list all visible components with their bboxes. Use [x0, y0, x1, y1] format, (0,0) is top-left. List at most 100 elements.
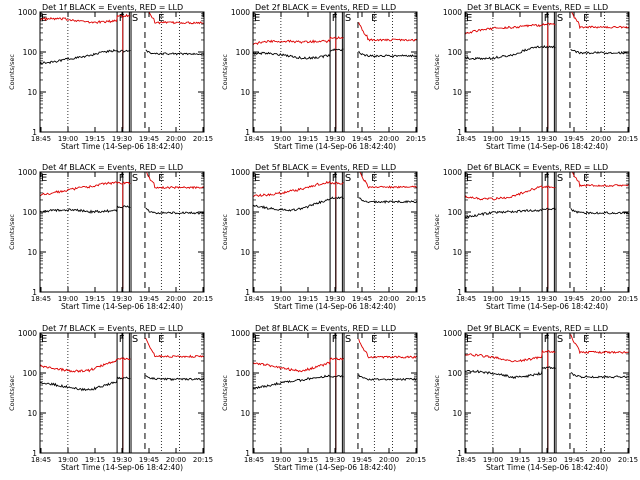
- x-tick-label: 19:45: [352, 135, 372, 143]
- y-tick-label: 1: [457, 288, 462, 297]
- x-axis-label: Start Time (14-Sep-06 18:42:40): [61, 142, 183, 151]
- x-tick-label: 19:30: [112, 135, 132, 143]
- x-tick-label: 18:45: [31, 135, 51, 143]
- events-series-line: [464, 45, 630, 129]
- x-axis-label: Start Time (14-Sep-06 18:42:40): [61, 463, 183, 472]
- region-letter-f: F: [332, 13, 338, 24]
- x-tick-label: 19:45: [139, 456, 159, 464]
- y-tick-label: 100: [448, 369, 463, 378]
- events-series-line: [252, 48, 418, 129]
- y-tick-label: 10: [452, 248, 462, 257]
- x-tick-label: 19:30: [112, 456, 132, 464]
- x-axis-label: Start Time (14-Sep-06 18:42:40): [274, 142, 396, 151]
- region-letter-s: S: [345, 334, 351, 345]
- region-letter-e-left: E: [41, 173, 47, 184]
- panel-det-5: Det 5f BLACK = Events, RED = LLD Counts/s…: [221, 163, 426, 311]
- panel-det-9: Det 9f BLACK = Events, RED = LLD Counts/s…: [433, 324, 638, 472]
- x-tick-label: 19:15: [510, 135, 530, 143]
- x-tick-label: 19:30: [537, 135, 557, 143]
- region-letter-s: S: [557, 13, 563, 24]
- plot-frame: [39, 171, 205, 293]
- region-letter-e: E: [371, 334, 377, 345]
- y-tick-label: 100: [23, 48, 38, 57]
- x-axis-label: Start Time (14-Sep-06 18:42:40): [274, 463, 396, 472]
- plot-frame: [252, 171, 418, 293]
- x-tick-label: 20:15: [406, 135, 426, 143]
- region-letter-e: E: [371, 13, 377, 24]
- region-letter-s: S: [132, 13, 138, 24]
- region-letter-f: F: [544, 13, 550, 24]
- x-tick-label: 19:15: [85, 456, 105, 464]
- x-tick-label: 20:15: [406, 295, 426, 303]
- x-tick-label: 18:45: [244, 456, 264, 464]
- events-series-line: [39, 375, 204, 450]
- panel-det-1: Det 1f BLACK = Events, RED = LLD Counts/s…: [8, 3, 213, 151]
- lld-series-line: [252, 338, 418, 450]
- y-tick-label: 10: [452, 88, 462, 97]
- x-tick-label: 19:30: [325, 135, 345, 143]
- region-letter-e-left: E: [466, 173, 472, 184]
- y-tick-label: 1: [245, 128, 250, 137]
- x-tick-label: 19:30: [537, 456, 557, 464]
- y-tick-label: 10: [240, 88, 250, 97]
- x-tick-label: 18:45: [244, 295, 264, 303]
- y-tick-label: 100: [236, 208, 251, 217]
- x-tick-label: 20:00: [591, 456, 611, 464]
- events-series-line: [252, 374, 418, 450]
- x-axis-label: Start Time (14-Sep-06 18:42:40): [61, 302, 183, 311]
- x-tick-label: 19:15: [85, 135, 105, 143]
- y-axis-label: Counts/sec: [8, 214, 16, 250]
- y-tick-label: 100: [23, 369, 38, 378]
- x-tick-label: 20:00: [166, 135, 186, 143]
- region-letter-e: E: [371, 173, 377, 184]
- y-tick-label: 100: [236, 369, 251, 378]
- region-letter-f: F: [332, 173, 338, 184]
- y-tick-label: 1000: [231, 8, 250, 17]
- panel-det-3: Det 3f BLACK = Events, RED = LLD Counts/s…: [433, 3, 638, 151]
- panel-det-6: Det 6f BLACK = Events, RED = LLD Counts/s…: [433, 163, 638, 311]
- y-axis-label: Counts/sec: [8, 54, 16, 90]
- region-letter-e: E: [158, 13, 164, 24]
- x-tick-label: 18:45: [456, 135, 476, 143]
- x-tick-label: 19:15: [510, 456, 530, 464]
- panel-det-7: Det 7f BLACK = Events, RED = LLD Counts/s…: [8, 324, 213, 472]
- x-tick-label: 19:15: [298, 456, 318, 464]
- y-tick-label: 1: [457, 128, 462, 137]
- x-tick-label: 19:00: [483, 135, 503, 143]
- y-tick-label: 100: [23, 208, 38, 217]
- y-axis-label: Counts/sec: [8, 375, 16, 411]
- x-tick-label: 19:45: [564, 456, 584, 464]
- plot-frame: [252, 11, 418, 133]
- region-letter-e-left: E: [254, 173, 260, 184]
- x-tick-label: 19:00: [271, 295, 291, 303]
- x-tick-label: 20:00: [379, 295, 399, 303]
- x-tick-label: 19:00: [483, 456, 503, 464]
- y-tick-label: 10: [27, 88, 37, 97]
- y-axis-label: Counts/sec: [433, 375, 441, 411]
- y-tick-label: 1: [32, 128, 37, 137]
- region-letter-f: F: [332, 334, 338, 345]
- x-tick-label: 19:45: [139, 295, 159, 303]
- panel-det-2: Det 2f BLACK = Events, RED = LLD Counts/s…: [221, 3, 426, 151]
- x-axis-label: Start Time (14-Sep-06 18:42:40): [486, 463, 608, 472]
- x-tick-label: 19:30: [325, 295, 345, 303]
- y-tick-label: 10: [452, 409, 462, 418]
- region-letter-f: F: [119, 334, 125, 345]
- x-tick-label: 19:00: [58, 456, 78, 464]
- panel-title: Det 1f BLACK = Events, RED = LLD: [42, 3, 183, 12]
- y-axis-label: Counts/sec: [433, 54, 441, 90]
- x-tick-label: 19:00: [58, 135, 78, 143]
- region-letter-e: E: [583, 334, 589, 345]
- region-letter-e-left: E: [254, 334, 260, 345]
- x-axis-label: Start Time (14-Sep-06 18:42:40): [486, 302, 608, 311]
- region-letter-f: F: [119, 13, 125, 24]
- region-letter-s: S: [132, 173, 138, 184]
- x-tick-label: 20:15: [193, 135, 213, 143]
- region-letter-s: S: [345, 173, 351, 184]
- y-axis-label: Counts/sec: [221, 54, 229, 90]
- region-letter-e: E: [583, 173, 589, 184]
- x-tick-label: 20:00: [591, 135, 611, 143]
- y-tick-label: 1000: [443, 8, 462, 17]
- region-letter-s: S: [557, 173, 563, 184]
- x-tick-label: 19:15: [298, 295, 318, 303]
